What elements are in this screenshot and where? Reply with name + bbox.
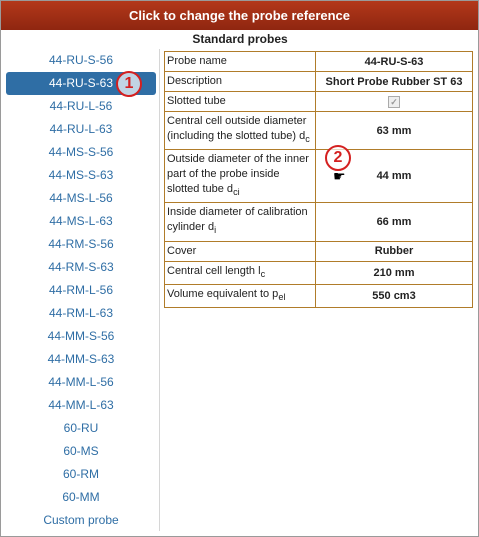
probe-item-44-MS-L-63[interactable]: 44-MS-L-63 [49, 214, 113, 228]
table-row: Cover Rubber [164, 240, 473, 262]
probe-properties-table: Probe name 44-RU-S-63 Description Short … [164, 51, 473, 308]
table-row: Outside diameter of the inner part of th… [164, 149, 473, 204]
row-value: 44-RU-S-63 [315, 51, 473, 72]
row-value: Short Probe Rubber ST 63 [315, 71, 473, 92]
probe-item-custom[interactable]: Custom probe [43, 513, 119, 527]
annotation-badge-2: 2 [325, 145, 351, 171]
row-value: 66 mm [315, 202, 473, 242]
probe-item-44-MM-L-56[interactable]: 44-MM-L-56 [48, 375, 114, 389]
probe-item-44-RM-S-63[interactable]: 44-RM-S-63 [48, 260, 114, 274]
row-key-text: Outside diameter of the inner part of th… [167, 153, 309, 196]
probe-item-44-MM-S-56[interactable]: 44-MM-S-56 [47, 329, 115, 343]
row-key: Outside diameter of the inner part of th… [164, 149, 316, 204]
hand-cursor-icon: ☛ [333, 168, 346, 184]
probe-item-44-RU-L-63[interactable]: 44-RU-L-63 [49, 122, 113, 136]
probe-item-44-MS-L-56[interactable]: 44-MS-L-56 [49, 191, 113, 205]
probe-item-44-MS-S-56[interactable]: 44-MS-S-56 [48, 145, 114, 159]
row-key-subscript: ci [233, 187, 240, 198]
probe-item-44-MS-S-63[interactable]: 44-MS-S-63 [48, 168, 114, 182]
probe-item-60-RU[interactable]: 60-RU [63, 421, 99, 435]
row-key-subscript: c [305, 134, 310, 145]
probe-item-60-MM[interactable]: 60-MM [62, 490, 100, 504]
row-value: 210 mm [315, 260, 473, 285]
probe-item-44-MM-S-63[interactable]: 44-MM-S-63 [47, 352, 115, 366]
row-key: Slotted tube [164, 91, 316, 112]
annotation-badge-1: 1 [116, 71, 142, 97]
panel-heading: Standard probes [192, 32, 288, 46]
row-key-text: Inside diameter of calibration cylinder … [167, 206, 308, 234]
probe-item-44-RU-L-56[interactable]: 44-RU-L-56 [49, 99, 113, 113]
table-row: Description Short Probe Rubber ST 63 [164, 71, 473, 92]
probe-item-44-RM-L-56[interactable]: 44-RM-L-56 [48, 283, 114, 297]
probe-item-60-MS[interactable]: 60-MS [63, 444, 99, 458]
probe-item-44-RU-S-56[interactable]: 44-RU-S-56 [48, 53, 114, 67]
table-row: Central cell outside diameter (including… [164, 110, 473, 151]
row-value: 63 mm [315, 110, 473, 151]
row-key-subscript: c [260, 268, 266, 279]
table-row: Slotted tube ✓ [164, 91, 473, 112]
row-key: Central cell outside diameter (including… [164, 110, 316, 151]
row-key-subscript: el [278, 291, 286, 302]
row-value: Rubber [315, 240, 473, 262]
table-row: Probe name 44-RU-S-63 [164, 51, 473, 72]
probe-item-44-MM-L-63[interactable]: 44-MM-L-63 [48, 398, 114, 412]
table-row: Central cell length lc 210 mm [164, 260, 473, 285]
table-row: Inside diameter of calibration cylinder … [164, 202, 473, 242]
row-key: Cover [164, 240, 316, 262]
panel-divider [159, 49, 160, 531]
row-key-text: Central cell length l [167, 264, 261, 277]
row-value: ✓ [315, 91, 473, 112]
row-key: Description [164, 71, 316, 92]
row-key-text: Central cell outside diameter (including… [167, 115, 307, 142]
row-key-subscript: i [214, 225, 217, 236]
probe-item-44-RM-L-63[interactable]: 44-RM-L-63 [48, 306, 114, 320]
change-probe-reference-bar[interactable]: Click to change the probe reference [1, 1, 478, 30]
row-key: Probe name [164, 51, 316, 72]
slotted-tube-checkbox: ✓ [388, 95, 400, 108]
probe-item-44-RM-S-56[interactable]: 44-RM-S-56 [48, 237, 114, 251]
row-value: 550 cm3 [315, 283, 473, 308]
probe-list: 44-RU-S-56 44-RU-S-63 44-RU-L-56 44-RU-L… [6, 49, 156, 532]
row-key: Central cell length lc [164, 260, 316, 285]
row-key-text: Volume equivalent to p [167, 287, 279, 300]
table-row: Volume equivalent to pel 550 cm3 [164, 283, 473, 308]
probe-item-60-RM[interactable]: 60-RM [62, 467, 99, 481]
row-key: Inside diameter of calibration cylinder … [164, 202, 316, 242]
row-key: Volume equivalent to pel [164, 283, 316, 308]
